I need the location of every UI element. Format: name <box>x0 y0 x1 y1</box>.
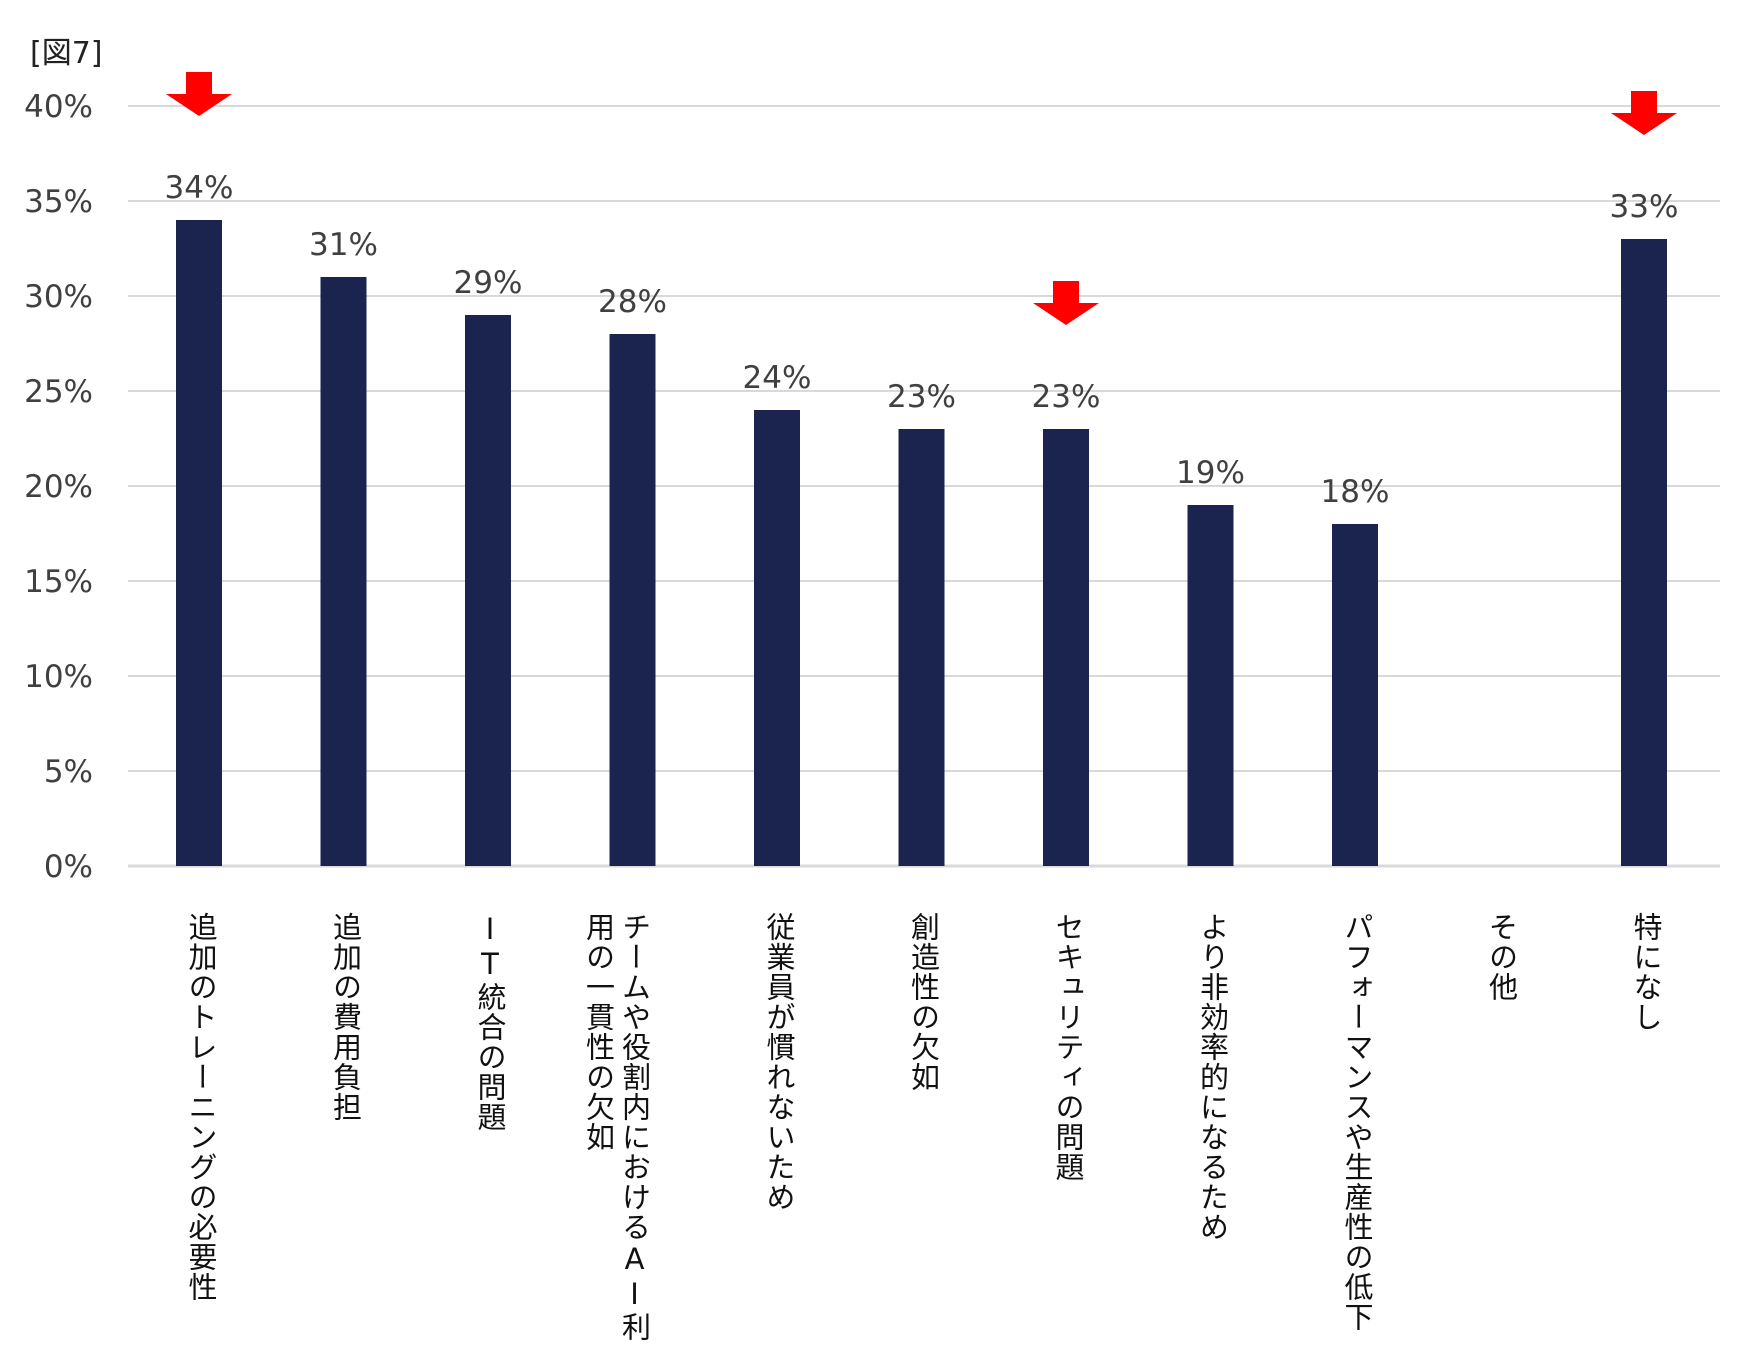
highlight-arrow-icon <box>1611 91 1677 135</box>
y-tick-label: 40% <box>24 89 93 125</box>
y-tick-label: 15% <box>24 564 93 600</box>
category-label: 追加の費用負担 <box>328 912 363 1122</box>
category-label: 追加のトレーニングの必要性 <box>184 912 218 1302</box>
data-label: 29% <box>454 265 523 301</box>
data-label: 23% <box>1032 379 1101 415</box>
category-label: IT統合の問題 <box>473 912 507 1132</box>
y-tick-label: 30% <box>24 279 93 315</box>
figure-label: [図7] <box>30 36 103 71</box>
category-label: その他 <box>1484 912 1519 1002</box>
category-label: パフォーマンスや生産性の低下 <box>1340 912 1374 1332</box>
bar <box>320 277 367 866</box>
category-label: セキュリティの問題 <box>1051 912 1085 1182</box>
bar <box>1043 429 1089 866</box>
highlight-arrow-icon <box>1033 281 1099 325</box>
highlight-arrow-icon <box>166 72 232 116</box>
category-label: 創造性の欠如 <box>906 912 941 1092</box>
data-label: 31% <box>309 227 378 263</box>
y-tick-label: 25% <box>24 374 93 410</box>
y-tick-label: 10% <box>24 659 93 695</box>
bar <box>1621 239 1667 866</box>
y-tick-label: 35% <box>24 184 93 220</box>
data-label: 28% <box>598 284 667 320</box>
bar <box>1187 505 1234 866</box>
category-label: 特になし <box>1629 912 1663 1032</box>
data-label: 33% <box>1610 189 1679 225</box>
bar <box>754 410 800 866</box>
data-label: 19% <box>1176 455 1245 491</box>
bar <box>1332 524 1378 866</box>
data-label: 18% <box>1321 474 1390 510</box>
bar <box>898 429 945 866</box>
category-label: チームや役割内におけるAI利用の一貫性の欠如 <box>581 912 652 1342</box>
bar <box>465 315 511 866</box>
y-tick-label: 20% <box>24 469 93 505</box>
category-label: より非効率的になるため <box>1195 912 1230 1242</box>
bar <box>609 334 656 866</box>
data-label: 23% <box>887 379 956 415</box>
y-tick-label: 0% <box>44 849 93 885</box>
category-label: 従業員が慣れないため <box>762 912 796 1212</box>
data-label: 34% <box>165 170 234 206</box>
data-label: 24% <box>743 360 812 396</box>
y-tick-label: 5% <box>44 754 93 790</box>
bar <box>176 220 222 866</box>
